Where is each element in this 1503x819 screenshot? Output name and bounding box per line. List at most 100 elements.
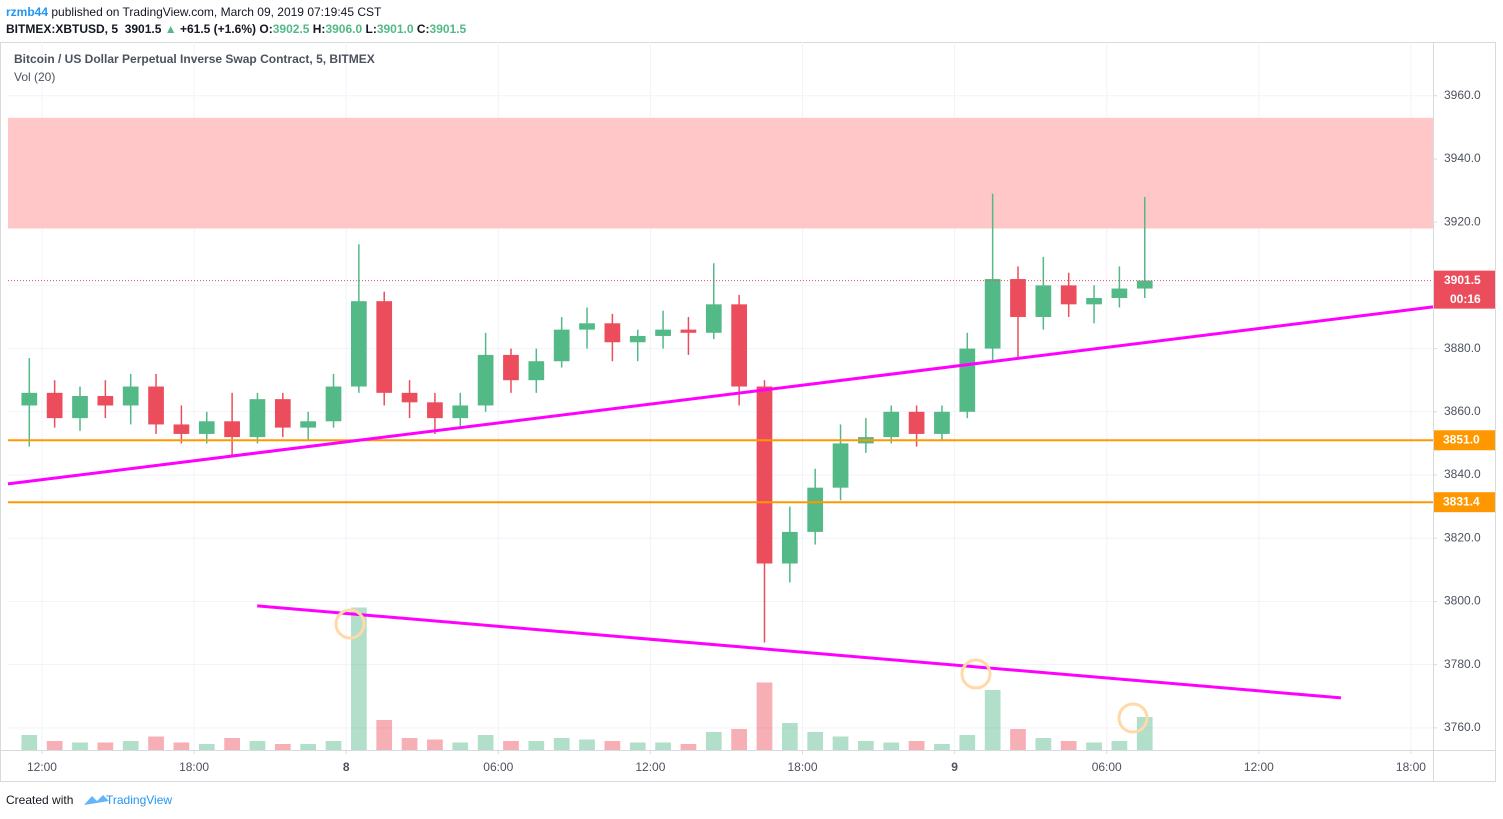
trend-line [7, 305, 1434, 486]
candle-body [604, 323, 621, 343]
y-tick-label: 3800.0 [1444, 594, 1481, 608]
candle-body [883, 411, 900, 438]
x-tick-label: 18:00 [1396, 760, 1426, 774]
ohlc-key: O: [259, 22, 273, 36]
ohlc-key: L: [365, 22, 377, 36]
candle-body [1136, 280, 1153, 289]
candle-body [300, 421, 317, 428]
volume-bar [553, 738, 570, 750]
volume-bar [72, 742, 88, 750]
volume-bar [1060, 741, 1077, 750]
ohlc-key: C: [416, 22, 430, 36]
volume-bar [959, 735, 976, 750]
volume-bar [274, 744, 291, 750]
last-price-box [1434, 270, 1495, 309]
ohlc-value: 3901.5 [429, 22, 467, 36]
volume-bar [680, 744, 697, 750]
volume-bar [46, 741, 63, 750]
volume-bar [198, 744, 215, 750]
candle-body [122, 386, 139, 406]
candle-body [46, 392, 63, 419]
volume-bar [934, 744, 950, 750]
candle-body [731, 304, 747, 387]
volume-bar [908, 741, 925, 750]
volume-bar [629, 742, 646, 750]
candle-body [756, 386, 773, 564]
ohlc-value: 3906.0 [325, 22, 363, 36]
candle-body [376, 301, 393, 393]
ohlc-value: 3902.5 [272, 22, 310, 36]
candle-body [1010, 279, 1026, 317]
candle-body [173, 424, 190, 434]
candle-body [934, 411, 950, 434]
candle-body [427, 402, 443, 419]
candle-body [579, 323, 595, 330]
volume-bar [427, 739, 443, 750]
candle-body [325, 386, 342, 422]
publish-line: rzmb44 published on TradingView.com, Mar… [6, 5, 381, 19]
candle-body [1086, 298, 1102, 305]
volume-bar [325, 741, 342, 750]
change: +61.5 (+1.6%) [179, 22, 257, 36]
countdown: 00:16 [1450, 292, 1481, 306]
y-tick-label: 3760.0 [1444, 720, 1481, 734]
volume-bar [503, 741, 519, 750]
annotation-circle [960, 658, 992, 690]
volume-bar [1010, 729, 1026, 750]
candle-body [705, 304, 722, 333]
candle-body [503, 354, 519, 381]
candle-body [528, 361, 545, 381]
volume-bar [604, 741, 621, 750]
x-tick-label: 9 [951, 760, 958, 774]
volume-bar [1086, 742, 1102, 750]
resistance-zone [8, 117, 1433, 229]
volume-bar [173, 742, 190, 750]
y-tick-label: 3960.0 [1444, 88, 1481, 102]
chart-title: Bitcoin / US Dollar Perpetual Inverse Sw… [14, 52, 375, 66]
footer-brand: TradingView [106, 793, 172, 807]
volume-bar [807, 732, 824, 750]
footer-created: Created with [6, 793, 73, 807]
volume-bar [655, 742, 671, 750]
volume-bar [300, 744, 317, 750]
y-tick-label: 3860.0 [1444, 404, 1481, 418]
volume-bar [401, 738, 418, 750]
annotation-circle [334, 608, 366, 640]
candle-body [781, 531, 798, 564]
x-tick-label: 06:00 [1092, 760, 1122, 774]
level-label: 3831.4 [1443, 494, 1480, 508]
candle-body [224, 421, 240, 438]
volume-bar [1035, 738, 1052, 750]
ohlc-key: H: [312, 22, 326, 36]
candle-body [1060, 285, 1077, 305]
candle-body [198, 421, 215, 434]
annotation-circle [1117, 702, 1149, 734]
y-tick-label: 3780.0 [1444, 657, 1481, 671]
symbol-line: BITMEX:XBTUSD, 5 3901.5 ▲ +61.5 (+1.6%) … [6, 22, 466, 36]
candle-body [832, 443, 849, 488]
frame [0, 42, 1496, 782]
candle-body [553, 329, 570, 362]
volume-bar [351, 607, 367, 750]
level-label-box [1434, 430, 1495, 451]
x-tick-label: 18:00 [179, 760, 209, 774]
volume-bar [148, 736, 164, 750]
trend-line [257, 604, 1342, 700]
level-label: 3851.0 [1443, 432, 1480, 446]
volume-bar [97, 742, 114, 750]
plot: 3851.0 3831.4 3901.5 00:16 [7, 117, 1495, 750]
candle-body [959, 348, 976, 412]
y-tick-label: 3880.0 [1444, 341, 1481, 355]
x-tick-label: 12:00 [635, 760, 665, 774]
candle-body [680, 329, 697, 333]
volume-bar [122, 741, 139, 750]
candle-body [629, 335, 646, 343]
volume-bar [224, 738, 240, 750]
x-tick-label: 12:00 [1244, 760, 1274, 774]
symbol: BITMEX:XBTUSD, 5 [6, 22, 119, 36]
candle-body [807, 487, 824, 532]
volume-bar [756, 682, 773, 750]
level-label-box [1434, 492, 1495, 513]
x-tick-label: 8 [343, 760, 350, 774]
